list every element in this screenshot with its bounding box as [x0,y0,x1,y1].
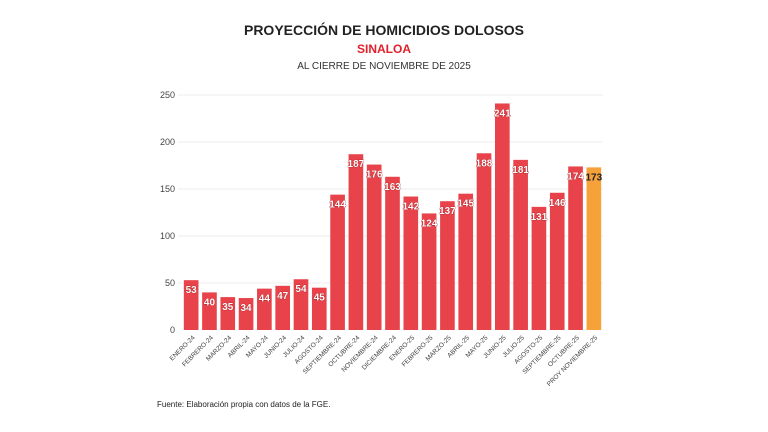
bar [440,201,455,330]
bar [495,103,510,331]
bar [513,159,528,330]
bar [311,287,327,330]
data-label: 131 [531,212,548,223]
bar [202,292,217,330]
y-tick-label: 200 [160,137,175,147]
data-label: 173 [586,172,603,183]
data-label: 188 [476,158,493,169]
bar [366,164,382,330]
data-label: 181 [512,165,529,176]
data-label: 40 [204,297,216,308]
bar [385,176,400,330]
bar [549,192,565,330]
data-label: 176 [366,170,383,181]
y-tick-label: 0 [170,325,175,335]
bar [275,285,290,330]
data-label: 144 [329,200,346,211]
bar [238,298,254,330]
data-label: 53 [186,285,198,296]
data-label: 34 [241,303,253,314]
bar [293,279,309,330]
chart-subtitle-date: AL CIERRE DE NOVIEMBRE DE 2025 [297,61,471,72]
bar [476,153,492,330]
bar [257,288,272,330]
data-label: 47 [277,291,289,302]
data-label: 145 [457,199,474,210]
y-tick-label: 250 [160,90,175,100]
chart-subtitle: SINALOA [357,42,411,56]
bar [421,213,437,330]
y-tick-label: 150 [160,184,175,194]
data-label: 163 [384,182,401,193]
bar [330,194,345,330]
data-label: 187 [348,159,365,170]
data-label: 241 [494,108,511,119]
data-label: 174 [567,171,584,182]
bar [183,280,199,330]
bar [348,154,364,330]
data-label: 45 [314,293,326,304]
source-note: Fuente: Elaboración propia con datos de … [157,400,331,409]
bar [403,196,419,330]
data-label: 44 [259,294,271,305]
bar [220,297,236,330]
data-label: 124 [421,218,438,229]
y-tick-label: 100 [160,231,175,241]
data-label: 54 [295,284,307,295]
data-label: 35 [222,302,234,313]
bar [568,166,583,330]
data-label: 137 [439,206,456,217]
bar [458,193,474,330]
y-tick-label: 50 [165,278,175,288]
data-label: 146 [549,198,566,209]
bar [586,167,602,330]
chart-title: PROYECCIÓN DE HOMICIDIOS DOLOSOS [243,22,525,38]
data-label: 142 [402,202,419,213]
bar [531,206,547,330]
